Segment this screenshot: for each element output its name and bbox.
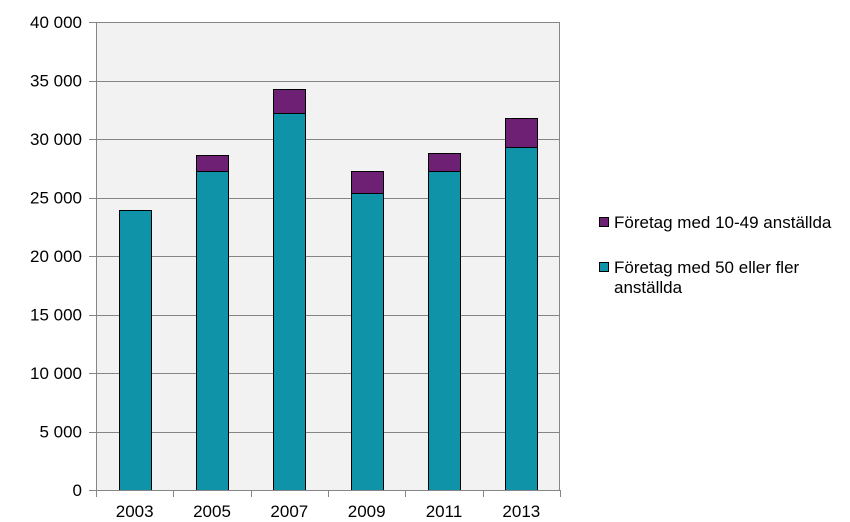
bar-2009-series-0 [351, 193, 384, 491]
legend-swatch-10-49 [599, 217, 609, 227]
x-tick-label: 2013 [502, 502, 540, 521]
x-tick-label: 2011 [426, 502, 463, 521]
legend-label-10-49: Företag med 10-49 anställda [614, 213, 832, 232]
x-tick-label: 2009 [348, 502, 386, 521]
y-tick-label: 10 000 [30, 364, 82, 383]
legend: Företag med 10-49 anställda Företag med … [599, 213, 839, 323]
x-tick-label: 2003 [116, 502, 154, 521]
bar-2005-series-1 [196, 155, 229, 172]
y-axis-tick-labels: 0 5 000 10 000 15 000 20 000 25 000 30 000 35 0… [30, 13, 82, 500]
legend-swatch-50-plus [599, 262, 609, 272]
x-tick-label: 2005 [193, 502, 231, 521]
legend-label-50-plus: Företag med 50 eller fler anställda [614, 258, 800, 297]
axes [89, 22, 561, 497]
y-tick-label: 5 000 [39, 423, 82, 442]
bar-2003-series-0 [119, 210, 152, 491]
bar-2009-series-1 [351, 171, 384, 194]
bar-2007-series-1 [273, 89, 306, 114]
legend-item-10-49: Företag med 10-49 anställda [599, 213, 839, 233]
y-tick-label: 20 000 [30, 247, 82, 266]
y-tick-label: 30 000 [30, 130, 82, 149]
bar-2013-series-0 [505, 147, 538, 491]
bars [119, 89, 538, 491]
bar-2011-series-0 [428, 171, 461, 491]
legend-item-50-plus: Företag med 50 eller fler anställda [599, 258, 839, 298]
bar-2007-series-0 [273, 113, 306, 491]
bar-2011-series-1 [428, 153, 461, 172]
x-tick-label: 2007 [270, 502, 308, 521]
y-tick-label: 15 000 [30, 306, 82, 325]
y-tick-label: 40 000 [30, 13, 82, 32]
bar-2005-series-0 [196, 171, 229, 491]
y-tick-label: 0 [73, 481, 82, 500]
y-tick-label: 25 000 [30, 189, 82, 208]
x-axis-tick-labels: 2003 2005 2007 2009 2011 2013 [116, 502, 540, 521]
bar-2013-series-1 [505, 118, 538, 148]
y-tick-label: 35 000 [30, 72, 82, 91]
gridlines [96, 22, 560, 433]
